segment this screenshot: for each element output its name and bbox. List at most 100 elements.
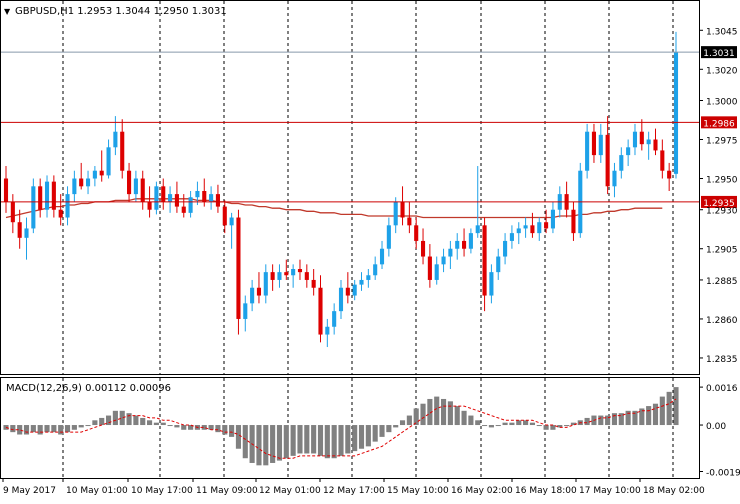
macd-histogram-bar — [516, 420, 522, 426]
candle-body — [325, 326, 330, 335]
macd-histogram-bar — [242, 425, 248, 459]
macd-histogram-bar — [413, 408, 419, 426]
candle-body — [133, 178, 138, 195]
macd-histogram-bar — [37, 425, 43, 435]
macd-histogram-bar — [105, 415, 112, 426]
macd-histogram-bar — [133, 415, 139, 426]
candle-body — [195, 191, 200, 198]
macd-histogram-bar — [345, 425, 351, 454]
candle-body — [304, 272, 309, 280]
candle-body — [10, 201, 15, 223]
macd-header: MACD(12,26,9) 0.00112 0.00096 — [6, 383, 171, 394]
macd-histogram-bar — [584, 417, 590, 426]
price-tick-label: 1.2950 — [706, 176, 738, 186]
dropdown-arrow-icon[interactable]: ▼ — [4, 7, 11, 16]
candle-body — [530, 225, 535, 234]
price-tick-label: 1.2975 — [706, 137, 738, 147]
macd-histogram-bar — [167, 425, 173, 427]
macd-histogram-bar — [51, 425, 57, 433]
macd-histogram-bar — [365, 425, 371, 447]
candle-body — [605, 134, 610, 187]
macd-histogram-bar — [311, 425, 317, 454]
candle-body — [407, 217, 412, 226]
macd-histogram-bar — [99, 417, 105, 426]
candle-body — [51, 181, 56, 210]
candle-body — [92, 170, 97, 179]
time-tick-label: 10 May 17:00 — [131, 486, 193, 496]
macd-histogram-bar — [126, 413, 132, 426]
macd-histogram-bar — [461, 410, 467, 426]
candle-body — [215, 194, 220, 207]
macd-histogram-bar — [673, 387, 679, 426]
macd-histogram-bar — [509, 422, 515, 426]
candle-body — [455, 240, 460, 249]
candle-body — [3, 178, 9, 202]
macd-histogram-bar — [17, 425, 23, 435]
macd-histogram-bar — [536, 425, 542, 427]
macd-histogram-bar — [482, 425, 488, 427]
macd-histogram-bar — [10, 425, 16, 433]
macd-histogram-bar — [454, 406, 460, 426]
candle-body — [537, 222, 542, 234]
macd-histogram-bar — [605, 415, 611, 426]
macd-histogram-bar — [222, 425, 228, 435]
macd-histogram-bar — [71, 425, 77, 430]
macd-histogram-bar — [488, 425, 494, 428]
candle-body — [338, 287, 344, 312]
candle-body — [174, 194, 179, 207]
candle-body — [17, 222, 22, 238]
time-tick-label: 9 May 2017 — [3, 486, 56, 496]
macd-histogram-bar — [618, 413, 624, 426]
macd-histogram-bar — [85, 425, 91, 427]
candle-body — [434, 264, 439, 280]
candle-body — [359, 279, 364, 285]
candle-body — [619, 155, 624, 171]
candle-body — [482, 225, 487, 296]
macd-histogram-bar — [659, 396, 665, 426]
candle-body — [379, 248, 385, 265]
candle-body — [441, 256, 446, 265]
symbol-header: GBPUSD,H1 1.2953 1.3044 1.2950 1.3031 — [15, 6, 227, 17]
level-price-label: 1.2986 — [703, 119, 735, 129]
candle-body — [509, 233, 514, 241]
macd-histogram-bar — [646, 406, 652, 426]
candle-body — [229, 217, 234, 226]
price-tick-label: 1.2905 — [706, 246, 738, 256]
candle-body — [612, 170, 617, 187]
candle-body — [427, 256, 432, 280]
macd-histogram-bar — [58, 425, 64, 435]
time-tick-label: 18 May 02:00 — [643, 486, 705, 496]
candle-body — [291, 269, 296, 276]
macd-histogram-bar — [317, 425, 324, 456]
candle-body — [448, 248, 453, 257]
macd-histogram-bar — [92, 420, 98, 426]
macd-histogram-bar — [379, 425, 385, 437]
macd-histogram-bar — [352, 425, 358, 452]
time-tick-label: 10 May 01:00 — [66, 486, 128, 496]
candle-body — [400, 201, 405, 218]
macd-histogram-bar — [304, 425, 310, 454]
macd-histogram-bar — [523, 420, 529, 426]
macd-histogram-bar — [201, 425, 207, 430]
candle-body — [591, 131, 597, 156]
price-levels[interactable]: 1.3031 1.2986 1.2935 — [1, 46, 737, 209]
macd-histogram-bar — [399, 420, 406, 426]
macd-histogram-bar — [434, 396, 440, 426]
candle-body — [598, 134, 603, 156]
candle-body — [85, 178, 91, 187]
candle-body — [147, 201, 152, 210]
macd-histogram-bar — [475, 420, 481, 426]
candle-body — [181, 206, 186, 213]
candle-body — [256, 287, 262, 296]
macd-tick-label: 0.00 — [706, 422, 726, 432]
price-tick-label: 1.2835 — [706, 355, 738, 365]
time-tick-label: 11 May 09:00 — [196, 486, 258, 496]
macd-histogram-bar — [270, 425, 276, 463]
main-chart-frame — [0, 0, 700, 375]
macd-histogram-bar — [188, 425, 194, 430]
macd-histogram-bar — [283, 425, 289, 459]
candle-body — [297, 269, 303, 273]
candle-body — [161, 186, 166, 202]
macd-histogram-bar — [495, 425, 501, 427]
